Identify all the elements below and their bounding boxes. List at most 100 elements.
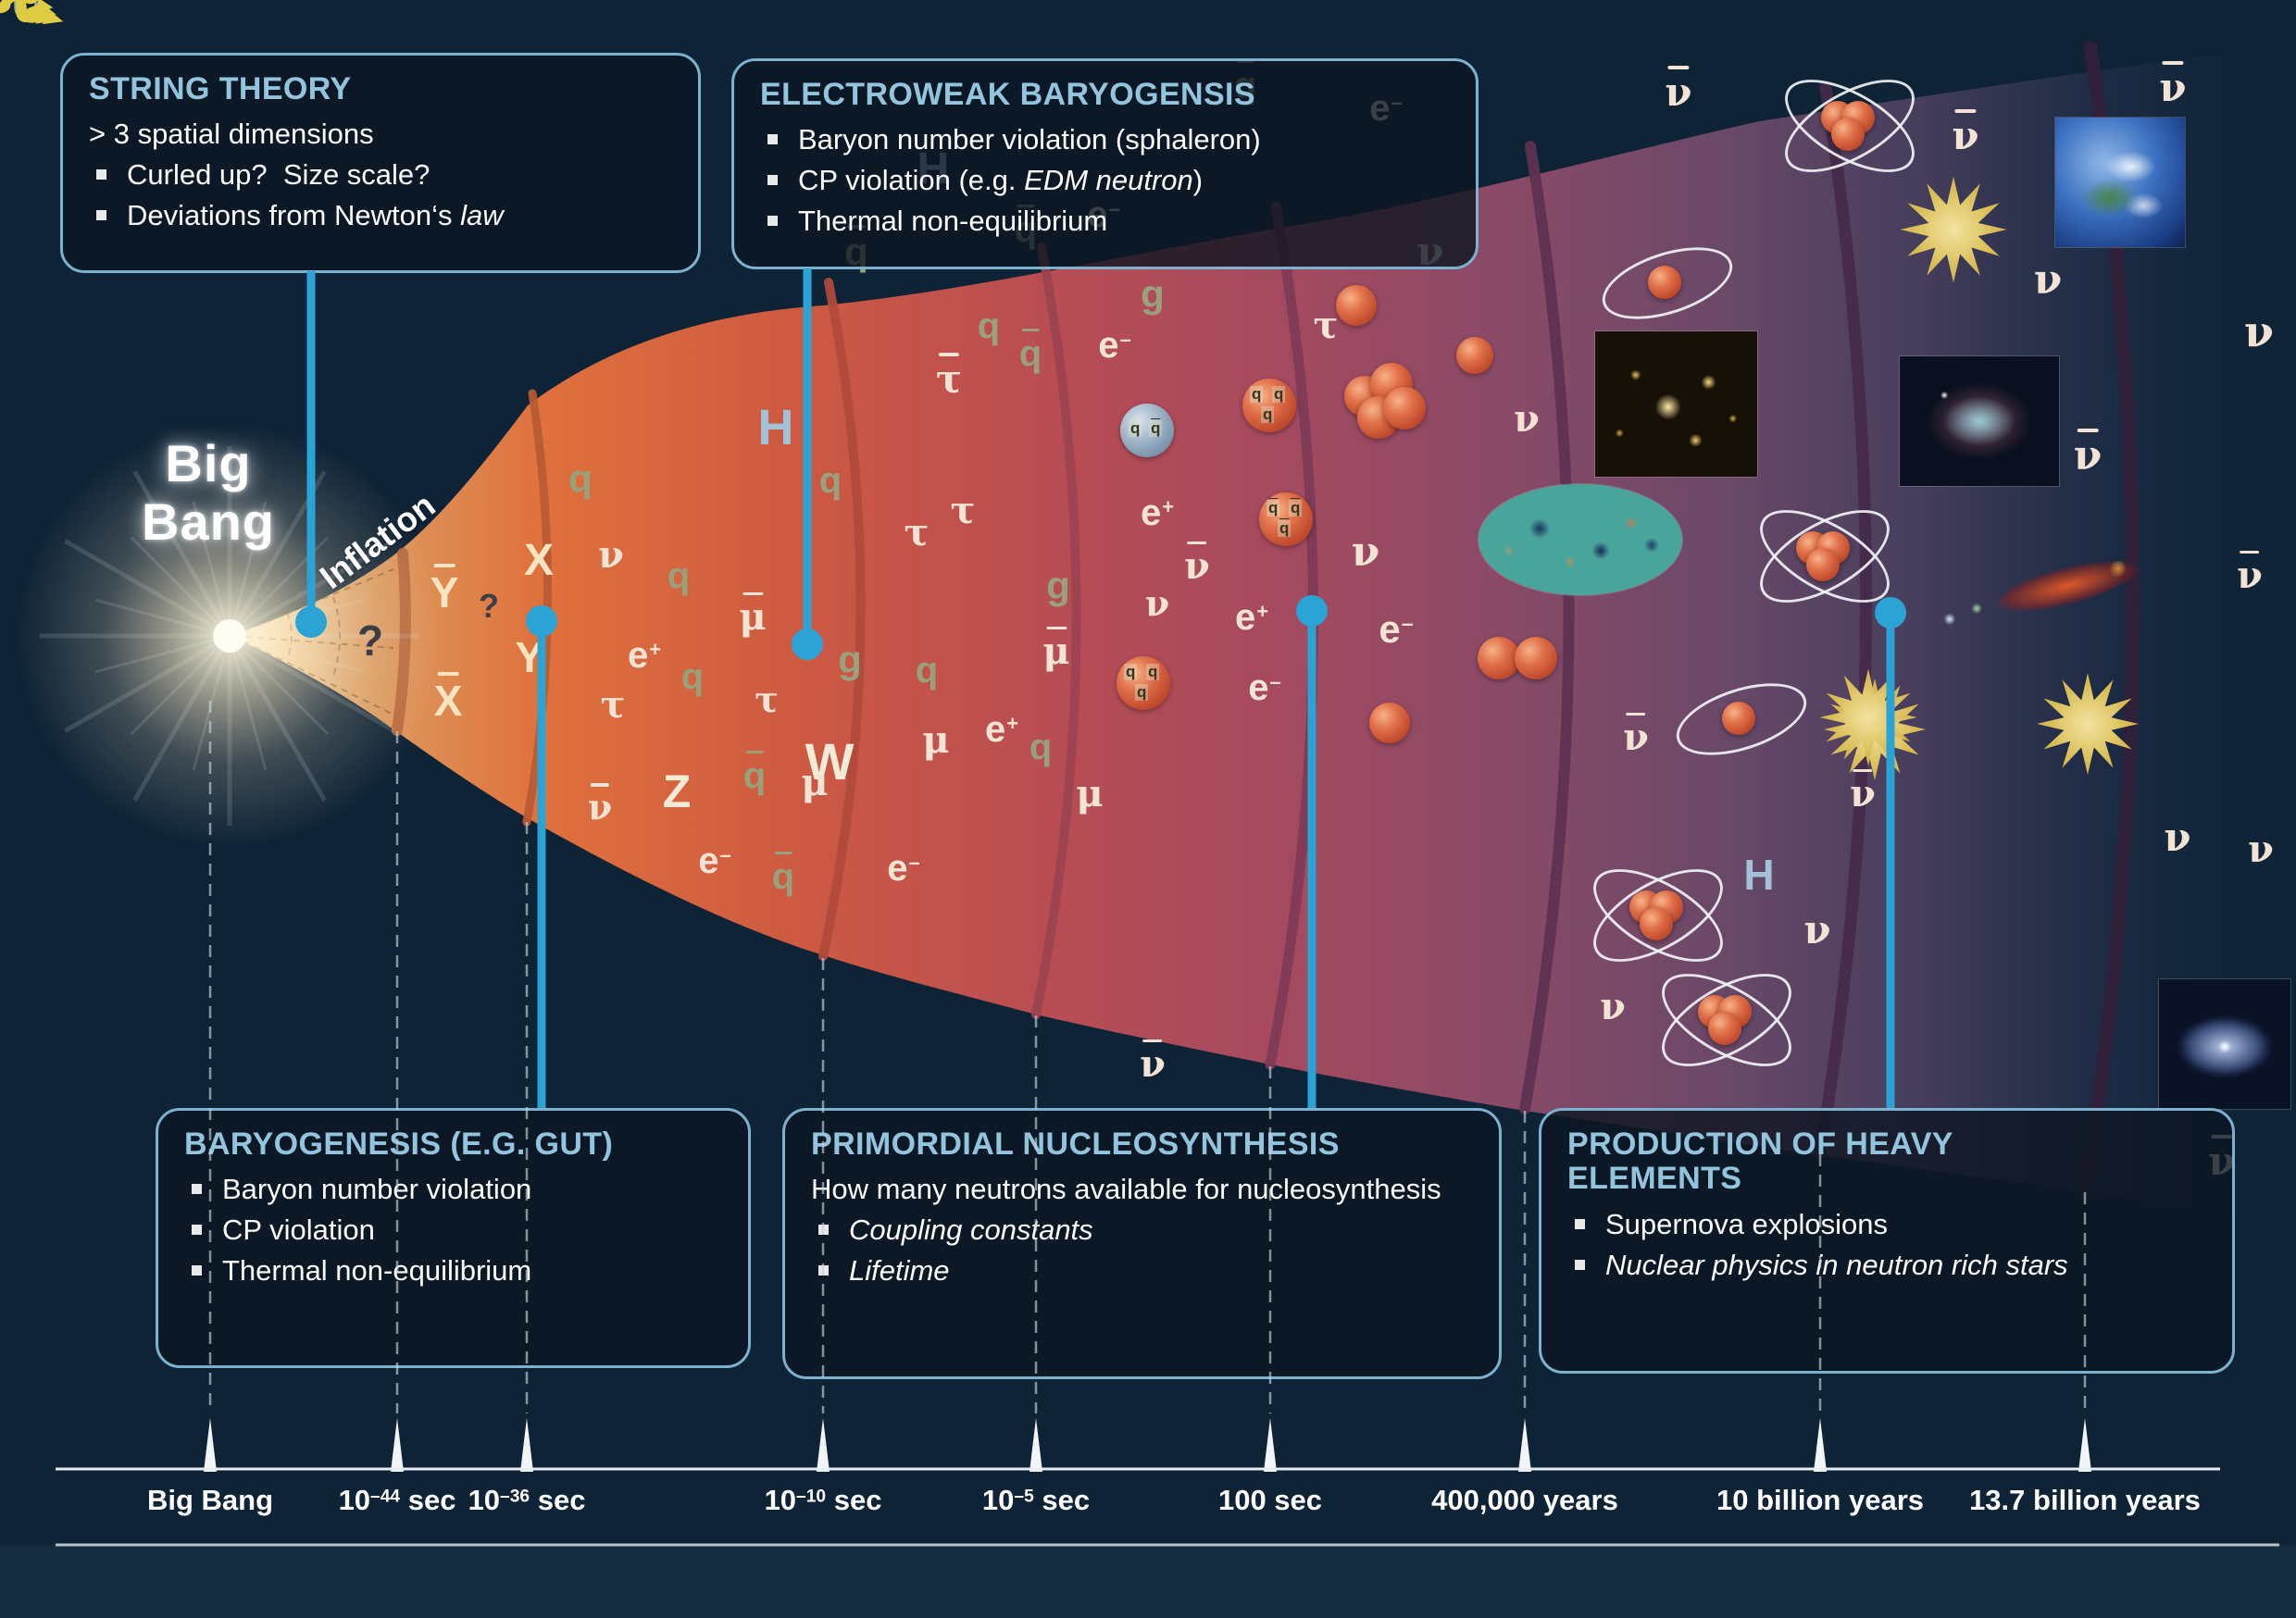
proton-sphere (1456, 337, 1493, 374)
timeline-label: 10–36 sec (468, 1484, 586, 1517)
callout-line: CP violation (184, 1210, 722, 1251)
glyph: μ (1076, 772, 1104, 815)
charge-sign: – (1119, 327, 1131, 351)
timeline-label: 10–5 sec (982, 1484, 1090, 1517)
bullet-square-icon (767, 134, 778, 145)
glyph: ν (2248, 828, 2274, 871)
callout-title: PRODUCTION OF HEAVY ELEMENTS (1567, 1126, 1953, 1197)
timeline-label-part: –44 (370, 1487, 401, 1507)
timeline-label-part: sec (530, 1484, 586, 1516)
glyph: e (627, 635, 649, 676)
glyph: μ (1042, 626, 1070, 670)
glyph: q (680, 656, 705, 697)
callout-title: PRIMORDIAL NUCLEOSYNTHESIS (811, 1126, 1340, 1162)
crab-nebula-image (1900, 356, 2059, 486)
hydrogen-atom-icon (1667, 667, 1816, 769)
glyph: τ (600, 683, 626, 727)
glyph: ν (1600, 985, 1626, 1028)
charge-sign: – (719, 842, 731, 866)
glyph: ? (356, 616, 384, 665)
nucleon-pair-icon (1478, 637, 1559, 681)
timeline-label: 13.7 billion years (1969, 1484, 2201, 1517)
charge-sign: – (1401, 611, 1414, 636)
glyph: e (1098, 325, 1119, 366)
callout-line: Thermal non-equilibrium (184, 1251, 722, 1291)
lepton-label: e– (1379, 610, 1413, 649)
glyph: ν (1140, 1039, 1166, 1083)
epoch-arc (1814, 81, 1873, 1160)
spiral-galaxy-image (2159, 979, 2290, 1109)
glyph: q (1029, 727, 1053, 767)
callout-connector-dot (1875, 597, 1906, 629)
glyph: X (434, 671, 462, 722)
lepton-label: ν (2237, 550, 2263, 594)
lepton-label: ν (1514, 401, 1540, 438)
tick-arrow-icon (1029, 1418, 1042, 1472)
lepton-label: Z (663, 768, 692, 815)
lepton-label: τ (936, 353, 962, 399)
callout-line-text: Baryon number violation (sphaleron) (798, 119, 1261, 160)
callout-line: Curled up? Size scale? (89, 155, 672, 195)
lepton-label: ν (1352, 532, 1380, 573)
timeline-label: 10 billion years (1716, 1484, 1924, 1517)
tick-arrow-icon (1264, 1418, 1277, 1472)
supernova-icon (1900, 176, 2007, 283)
lepton-label: μ (922, 722, 949, 759)
callout-line-text: Lifetime (849, 1251, 950, 1291)
callout-line-text: Nuclear physics in neutron rich stars (1605, 1245, 2068, 1286)
timeline-label-part: –5 (1014, 1487, 1034, 1507)
quark-label: g (1141, 275, 1165, 314)
timeline-label-part: 13.7 billion years (1969, 1484, 2201, 1516)
xy-boson-label: X (434, 671, 462, 722)
callout-primordial-nucleosynthesis: PRIMORDIAL NUCLEOSYNTHESIS How many neut… (782, 1108, 1502, 1379)
higgs-label: H (758, 403, 794, 453)
lepton-label: ν (2159, 61, 2187, 107)
lepton-label: ν (598, 537, 624, 574)
helium-atom-icon (1745, 491, 1904, 622)
timeline-label-part: 400,000 years (1431, 1484, 1618, 1516)
glyph: τ (904, 511, 930, 554)
glyph: q (818, 460, 842, 501)
glyph: ν (2237, 550, 2263, 594)
lepton-label: ν (1803, 911, 1830, 950)
lepton-label: τ (1314, 307, 1339, 344)
supernova-icon (1819, 668, 1917, 766)
quark-label: q (819, 462, 842, 499)
callout-line: Supernova explosions (1567, 1204, 2206, 1245)
universe-cone (230, 44, 2296, 1222)
glyph: e (1234, 597, 1256, 638)
tick-arrow-icon (520, 1418, 533, 1472)
timeline-label-part: sec (826, 1484, 882, 1516)
callout-line-text: Thermal non-equilibrium (798, 201, 1107, 242)
timeline-label-part: –10 (796, 1487, 827, 1507)
lepton-label: ν (1140, 1039, 1166, 1083)
callout-line: Baryon number violation (sphaleron) (760, 119, 1450, 160)
bullet-square-icon (767, 175, 778, 186)
callout-title: STRING THEORY (89, 71, 352, 106)
tick-arrow-icon (204, 1418, 217, 1472)
question-mark-label: ? (357, 619, 383, 662)
callout-title: ELECTROWEAK BARYOGENSIS (760, 77, 1255, 112)
lepton-label: μ (739, 591, 767, 636)
timeline-label-part: 10 (764, 1484, 797, 1516)
lepton-label: τ (755, 682, 779, 717)
big-bang-core (213, 619, 246, 653)
lepton-label: τ (601, 687, 626, 724)
supernova-icon (2037, 673, 2139, 775)
glyph: ν (1351, 529, 1380, 576)
epoch-arc (1031, 243, 1081, 1019)
callout-line-text: Curled up? Size scale? (127, 155, 430, 195)
glyph: q (977, 305, 1001, 346)
timeline-label-part: 10 (468, 1484, 501, 1516)
galaxy-cluster-image (1595, 331, 1757, 477)
callout-connector-dot (1296, 595, 1328, 627)
lepton-label: ν (2164, 818, 2190, 857)
glyph: Z (662, 765, 692, 817)
lepton-label: ν (1623, 712, 1649, 756)
callout-line-text: Deviations from Newton‘s law (127, 195, 504, 236)
